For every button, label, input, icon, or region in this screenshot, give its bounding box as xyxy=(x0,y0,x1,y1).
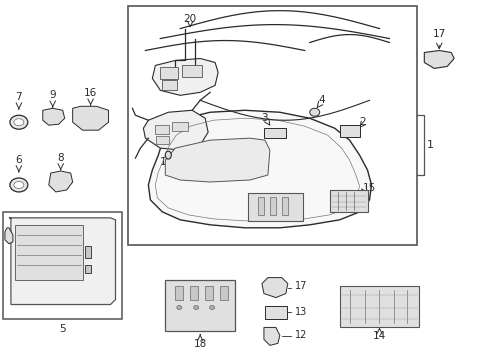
Text: 16: 16 xyxy=(84,88,97,98)
Polygon shape xyxy=(264,328,279,345)
Bar xyxy=(264,128,285,138)
Text: 7: 7 xyxy=(16,92,22,102)
Bar xyxy=(258,197,264,215)
Bar xyxy=(339,285,419,328)
Polygon shape xyxy=(73,106,108,130)
Bar xyxy=(84,265,90,273)
Text: 2: 2 xyxy=(359,117,366,127)
Bar xyxy=(172,122,188,131)
Polygon shape xyxy=(148,110,371,228)
Bar xyxy=(329,190,367,212)
Polygon shape xyxy=(152,58,218,95)
Bar xyxy=(156,136,169,144)
Ellipse shape xyxy=(193,306,198,310)
Text: 8: 8 xyxy=(57,153,64,163)
Bar xyxy=(15,225,82,280)
Bar xyxy=(281,197,287,215)
Bar xyxy=(165,280,235,332)
Polygon shape xyxy=(424,50,453,68)
Bar xyxy=(160,67,178,80)
Polygon shape xyxy=(49,171,73,192)
Bar xyxy=(84,246,90,258)
Bar xyxy=(339,125,359,137)
Ellipse shape xyxy=(14,119,24,126)
Bar xyxy=(175,285,183,300)
Text: 14: 14 xyxy=(372,332,386,341)
Text: 1: 1 xyxy=(427,140,433,150)
Bar xyxy=(247,193,302,221)
Polygon shape xyxy=(5,228,13,244)
Polygon shape xyxy=(143,110,208,150)
Text: 9: 9 xyxy=(49,90,56,100)
Bar xyxy=(220,285,227,300)
Bar xyxy=(3,212,122,319)
Bar xyxy=(128,6,416,245)
Bar xyxy=(190,285,198,300)
Ellipse shape xyxy=(209,306,214,310)
Text: 20: 20 xyxy=(183,14,196,24)
Polygon shape xyxy=(165,138,269,182)
Text: 6: 6 xyxy=(16,155,22,165)
Text: 17: 17 xyxy=(432,28,445,39)
Bar xyxy=(182,66,202,77)
Text: 19: 19 xyxy=(160,157,173,167)
Polygon shape xyxy=(262,278,287,298)
Bar xyxy=(155,125,169,134)
Ellipse shape xyxy=(165,151,171,159)
Text: 13: 13 xyxy=(294,307,306,318)
Ellipse shape xyxy=(10,115,28,129)
Ellipse shape xyxy=(309,108,319,116)
Bar xyxy=(205,285,213,300)
Text: 12: 12 xyxy=(294,330,306,341)
Text: 10: 10 xyxy=(95,243,108,253)
Ellipse shape xyxy=(10,178,28,192)
Polygon shape xyxy=(42,108,64,125)
Bar xyxy=(264,306,286,319)
Bar xyxy=(269,197,275,215)
Text: 18: 18 xyxy=(193,339,206,350)
Text: 5: 5 xyxy=(59,324,66,334)
Bar xyxy=(162,80,177,90)
Polygon shape xyxy=(9,218,115,305)
Ellipse shape xyxy=(14,181,24,189)
Text: 17: 17 xyxy=(294,280,306,291)
Ellipse shape xyxy=(176,306,182,310)
Text: 4: 4 xyxy=(318,95,325,105)
Text: 15: 15 xyxy=(362,183,375,193)
Text: 11: 11 xyxy=(95,265,108,275)
Text: 3: 3 xyxy=(261,113,268,123)
